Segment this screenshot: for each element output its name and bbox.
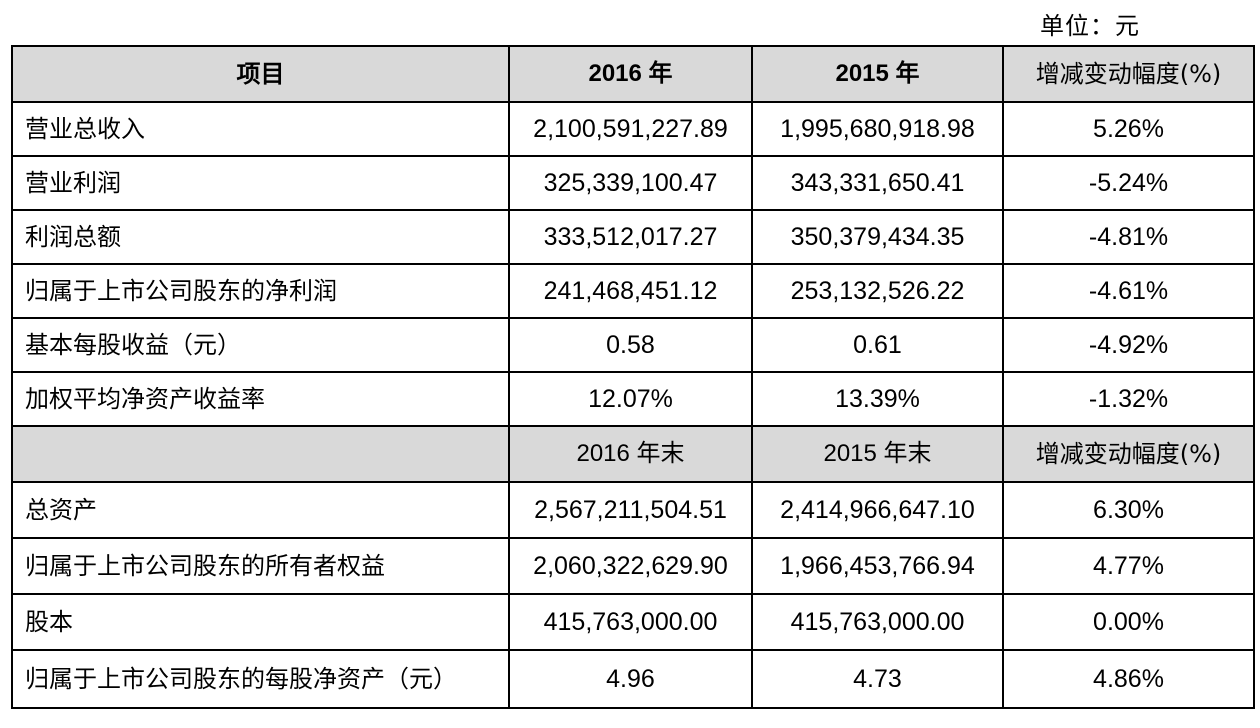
value-2016: 4.96: [508, 649, 753, 709]
value-2015: 2,414,966,647.10: [751, 481, 1004, 539]
change-value: -1.32%: [1002, 371, 1255, 427]
change-value: 6.30%: [1002, 481, 1255, 539]
value-2015: 343,331,650.41: [751, 155, 1004, 211]
subheader-year-end-2015: 2015 年末: [751, 425, 1004, 483]
row-label: 归属于上市公司股东的所有者权益: [11, 537, 510, 595]
row-label: 股本: [11, 593, 510, 651]
table-row: 基本每股收益（元） 0.58 0.61 -4.92%: [11, 317, 1255, 373]
unit-label: 单位：元: [1040, 12, 1140, 40]
header-year-2015: 2015 年: [751, 45, 1004, 103]
row-label: 营业利润: [11, 155, 510, 211]
header-item: 项目: [11, 45, 510, 103]
subheader-change: 增减变动幅度(%): [1002, 425, 1255, 483]
value-2016: 2,060,322,629.90: [508, 537, 753, 595]
value-2015: 1,966,453,766.94: [751, 537, 1004, 595]
table-row: 营业总收入 2,100,591,227.89 1,995,680,918.98 …: [11, 101, 1255, 157]
row-label: 总资产: [11, 481, 510, 539]
table-header-row: 项目 2016 年 2015 年 增减变动幅度(%): [11, 45, 1255, 103]
value-2016: 333,512,017.27: [508, 209, 753, 265]
row-label: 基本每股收益（元）: [11, 317, 510, 373]
change-value: 0.00%: [1002, 593, 1255, 651]
change-value: -4.61%: [1002, 263, 1255, 319]
value-2016: 0.58: [508, 317, 753, 373]
financial-summary-table: 项目 2016 年 2015 年 增减变动幅度(%) 营业总收入 2,100,5…: [11, 45, 1255, 709]
subheader-item: [11, 425, 510, 483]
value-2016: 2,567,211,504.51: [508, 481, 753, 539]
table-row: 归属于上市公司股东的每股净资产（元） 4.96 4.73 4.86%: [11, 649, 1255, 709]
subheader-year-end-2016: 2016 年末: [508, 425, 753, 483]
value-2016: 12.07%: [508, 371, 753, 427]
header-year-2016: 2016 年: [508, 45, 753, 103]
change-value: -5.24%: [1002, 155, 1255, 211]
table-row: 归属于上市公司股东的所有者权益 2,060,322,629.90 1,966,4…: [11, 537, 1255, 595]
row-label: 归属于上市公司股东的净利润: [11, 263, 510, 319]
change-value: -4.81%: [1002, 209, 1255, 265]
table-row: 归属于上市公司股东的净利润 241,468,451.12 253,132,526…: [11, 263, 1255, 319]
row-label: 归属于上市公司股东的每股净资产（元）: [11, 649, 510, 709]
change-value: 4.77%: [1002, 537, 1255, 595]
table-row: 营业利润 325,339,100.47 343,331,650.41 -5.24…: [11, 155, 1255, 211]
header-change: 增减变动幅度(%): [1002, 45, 1255, 103]
change-value: 5.26%: [1002, 101, 1255, 157]
value-2016: 241,468,451.12: [508, 263, 753, 319]
value-2015: 1,995,680,918.98: [751, 101, 1004, 157]
value-2016: 415,763,000.00: [508, 593, 753, 651]
table-row: 总资产 2,567,211,504.51 2,414,966,647.10 6.…: [11, 481, 1255, 539]
table-subheader-row: 2016 年末 2015 年末 增减变动幅度(%): [11, 425, 1255, 483]
row-label: 营业总收入: [11, 101, 510, 157]
row-label: 加权平均净资产收益率: [11, 371, 510, 427]
change-value: 4.86%: [1002, 649, 1255, 709]
value-2016: 325,339,100.47: [508, 155, 753, 211]
table-row: 股本 415,763,000.00 415,763,000.00 0.00%: [11, 593, 1255, 651]
change-value: -4.92%: [1002, 317, 1255, 373]
table-row: 利润总额 333,512,017.27 350,379,434.35 -4.81…: [11, 209, 1255, 265]
value-2016: 2,100,591,227.89: [508, 101, 753, 157]
value-2015: 415,763,000.00: [751, 593, 1004, 651]
value-2015: 0.61: [751, 317, 1004, 373]
row-label: 利润总额: [11, 209, 510, 265]
table-row: 加权平均净资产收益率 12.07% 13.39% -1.32%: [11, 371, 1255, 427]
value-2015: 350,379,434.35: [751, 209, 1004, 265]
value-2015: 13.39%: [751, 371, 1004, 427]
value-2015: 253,132,526.22: [751, 263, 1004, 319]
value-2015: 4.73: [751, 649, 1004, 709]
